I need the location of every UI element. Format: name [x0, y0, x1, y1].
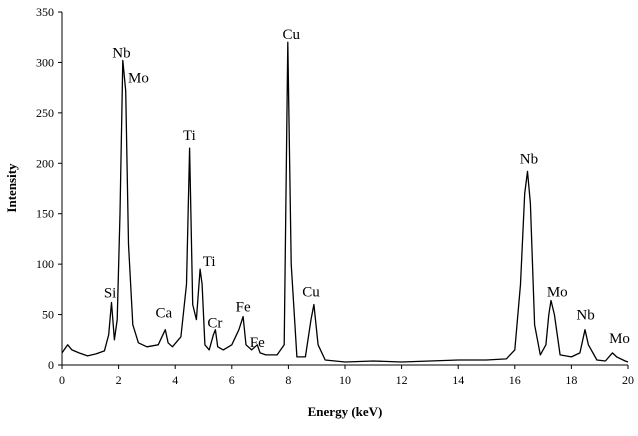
y-tick-label: 300 — [36, 55, 54, 69]
peak-label: Nb — [112, 45, 130, 61]
peak-label: Fe — [236, 300, 251, 316]
y-tick-label: 200 — [36, 156, 54, 170]
peak-label: Mo — [128, 71, 149, 87]
x-tick-label: 6 — [229, 373, 235, 387]
peak-label: Mo — [547, 284, 568, 300]
x-tick-label: 18 — [565, 373, 577, 387]
x-axis-title: Energy (keV) — [308, 404, 383, 419]
peak-label: Fe — [250, 335, 265, 351]
plot-area — [61, 12, 628, 366]
peak-label: Cr — [207, 316, 222, 332]
x-tick-label: 8 — [285, 373, 291, 387]
x-tick-label: 14 — [452, 373, 464, 387]
x-tick-label: 16 — [509, 373, 521, 387]
peak-label: Nb — [576, 308, 594, 324]
x-tick-label: 10 — [339, 373, 351, 387]
x-tick-label: 2 — [116, 373, 122, 387]
y-tick-label: 250 — [36, 106, 54, 120]
x-tick-label: 0 — [59, 373, 65, 387]
y-tick-label: 0 — [48, 358, 54, 372]
x-axis-ticks: 0 2 4 6 8 10 12 14 16 18 20 — [59, 365, 634, 387]
peak-annotations: Nb Mo Ti Cu Si Ca Ti Cr Fe Fe Cu Nb Mo Nb Mo — [104, 27, 630, 351]
peak-label: Nb — [520, 151, 538, 167]
peak-label: Cu — [282, 27, 300, 43]
y-tick-label: 100 — [36, 257, 54, 271]
peak-label: Ca — [156, 306, 173, 322]
y-tick-label: 150 — [36, 207, 54, 221]
peak-label: Ti — [183, 128, 196, 144]
peak-label: Mo — [609, 331, 630, 347]
spectrum-series-line — [61, 41, 629, 363]
y-tick-label: 50 — [42, 308, 54, 322]
peak-label: Si — [104, 285, 117, 301]
x-tick-label: 12 — [396, 373, 408, 387]
x-tick-label: 4 — [172, 373, 178, 387]
peak-label: Cu — [302, 284, 320, 300]
peak-label: Ti — [203, 254, 216, 270]
y-tick-label: 350 — [36, 5, 54, 19]
y-axis-ticks: 0 50 100 150 200 250 300 350 — [36, 5, 62, 372]
x-tick-label: 20 — [622, 373, 634, 387]
y-axis-title: Intensity — [4, 163, 19, 213]
